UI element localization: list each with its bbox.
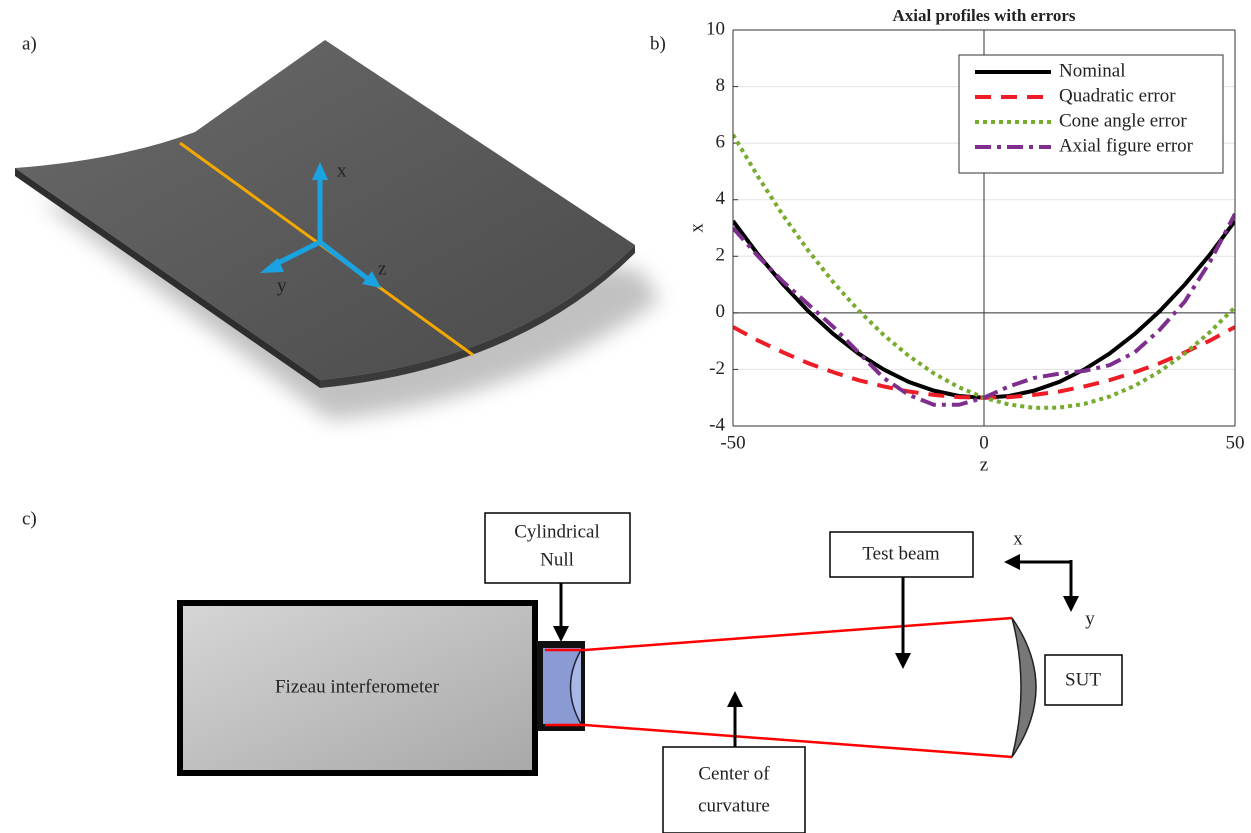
axis-label: x (337, 160, 347, 181)
axis-label: y (1085, 608, 1095, 629)
y-tick-label: 10 (706, 18, 725, 39)
node-label: Null (540, 549, 574, 570)
legend-label: Cone angle error (1059, 110, 1187, 131)
figure: a) b) c) x y z Axial profiles with error… (0, 0, 1251, 833)
sheet-render (15, 40, 660, 420)
node-label: Cylindrical (514, 521, 599, 542)
node-label: SUT (1065, 669, 1101, 690)
legend-label: Axial figure error (1059, 135, 1194, 156)
axis-label: x (1013, 528, 1023, 549)
node-label: Test beam (862, 543, 940, 564)
y-tick-label: 2 (716, 245, 726, 266)
node-label: Center of (698, 763, 770, 784)
chart: Axial profiles with errors z x -4-202468… (686, 6, 1244, 475)
panel-label: c) (22, 508, 37, 529)
y-tick-label: 0 (716, 301, 726, 322)
legend-label: Nominal (1059, 60, 1126, 81)
page: a) b) c) x y z Axial profiles with error… (0, 0, 1251, 833)
y-axis-label: x (686, 223, 707, 233)
y-tick-label: 6 (716, 132, 726, 153)
axis-label: z (378, 258, 386, 279)
legend-label: Quadratic error (1059, 85, 1176, 106)
x-axis-label: z (980, 454, 988, 475)
axis-label: y (277, 275, 287, 296)
node-label: Fizeau interferometer (275, 676, 440, 697)
x-tick-label: 50 (1226, 432, 1245, 453)
panel-label: b) (650, 33, 666, 54)
y-tick-label: 4 (716, 188, 726, 209)
y-tick-label: 8 (716, 75, 726, 96)
node-label: curvature (698, 795, 770, 816)
y-tick-label: -2 (709, 358, 725, 379)
x-tick-label: 0 (979, 432, 989, 453)
x-tick-label: -50 (720, 432, 745, 453)
chart-title: Axial profiles with errors (892, 6, 1075, 25)
panel-label: a) (22, 33, 37, 54)
diagram (180, 513, 1122, 833)
